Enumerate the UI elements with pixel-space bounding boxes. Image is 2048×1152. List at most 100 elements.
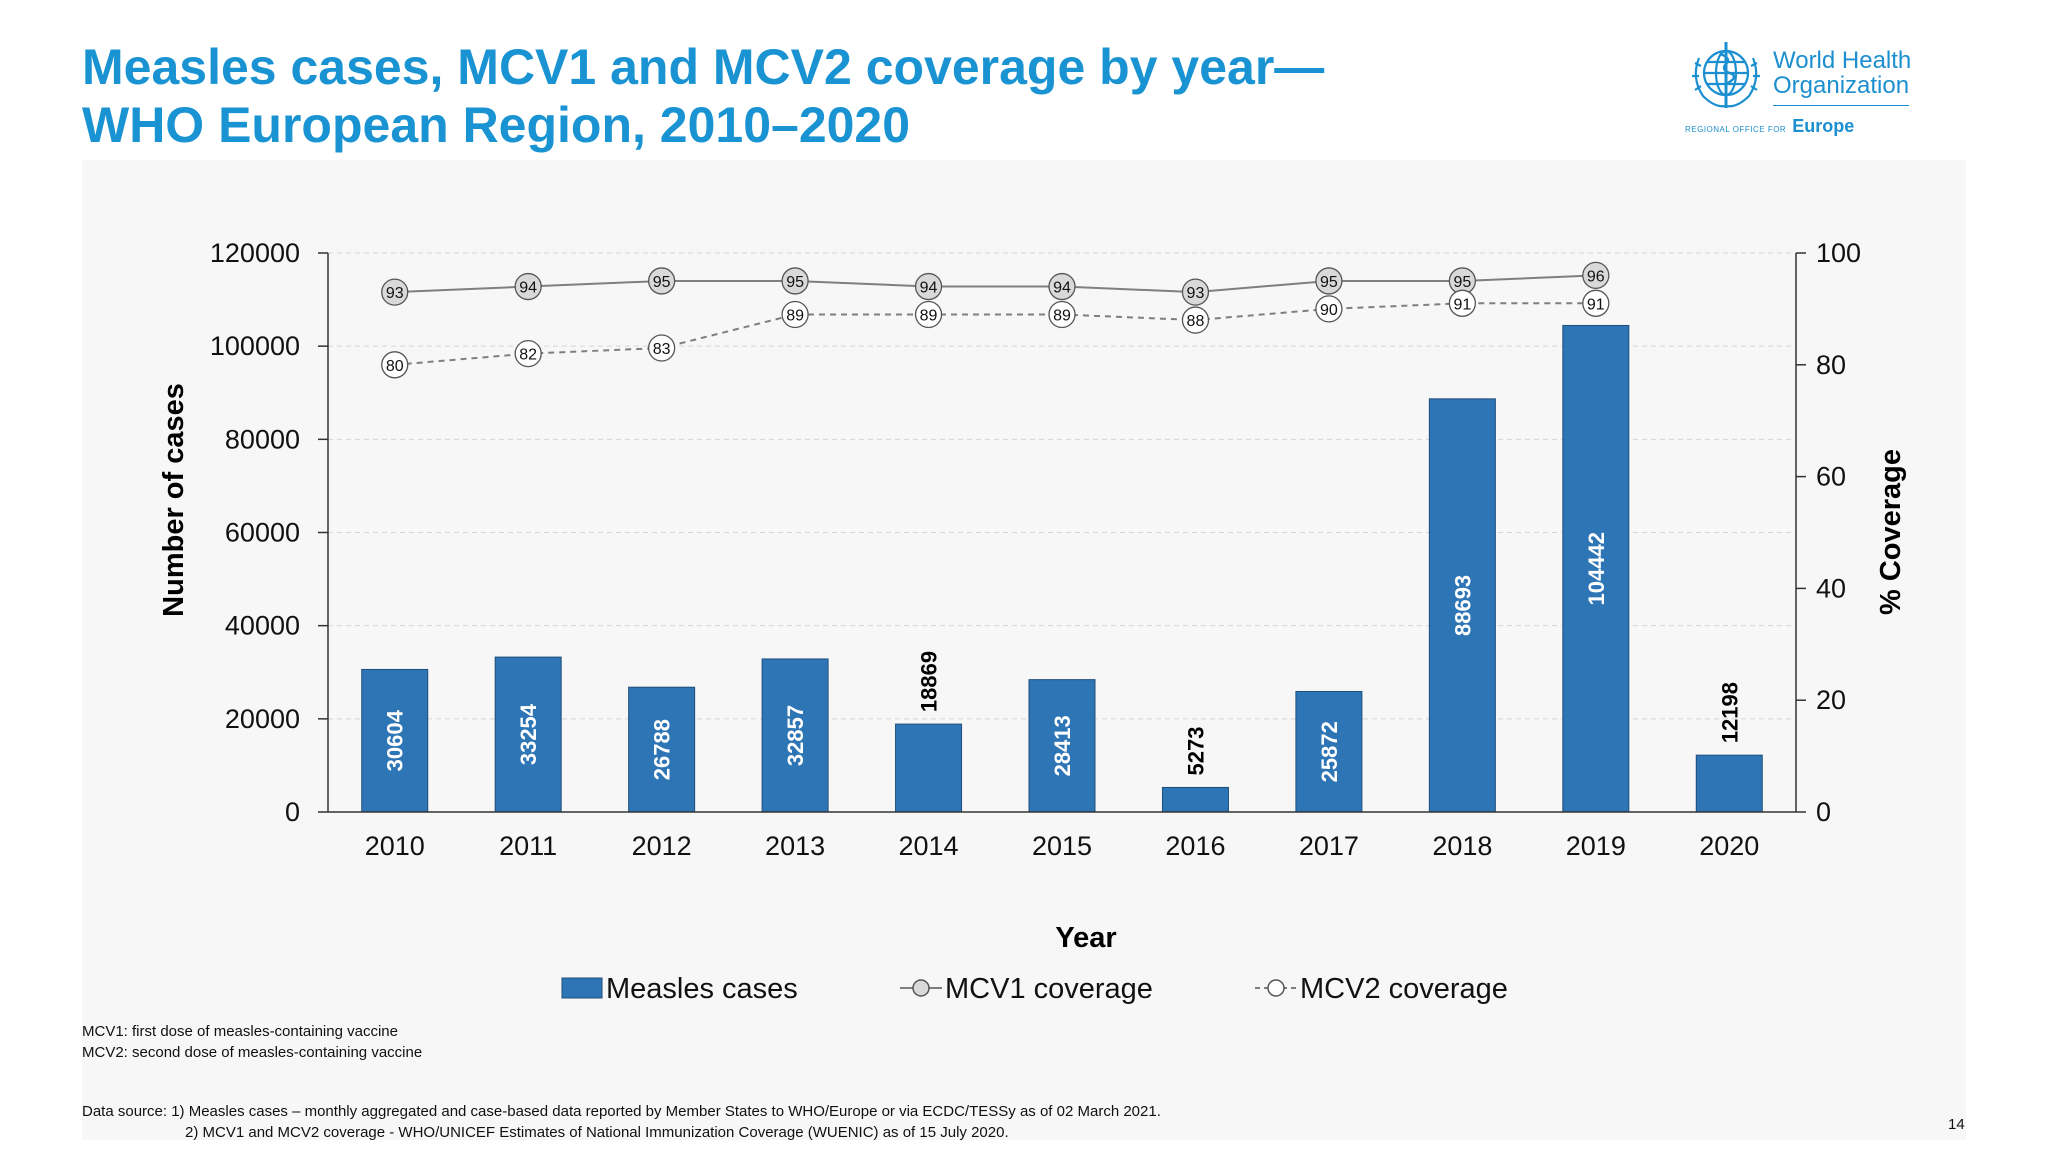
bar-value-label: 26788 <box>650 719 675 780</box>
logo-line-2: Organization <box>1773 72 1910 99</box>
un-emblem-icon <box>1692 42 1760 108</box>
mcv2-point <box>1181 306 1210 334</box>
logo-subtitle: REGIONAL OFFICE FOR Europe <box>1685 116 1854 137</box>
mcv1-point-label: 93 <box>386 285 404 302</box>
mcv1-point <box>1181 278 1210 306</box>
page-number: 14 <box>1948 1116 1965 1133</box>
bar-value-label: 88693 <box>1450 575 1475 636</box>
footnote-mcv1: MCV1: first dose of measles-containing v… <box>82 1023 398 1040</box>
footnote-mcv2: MCV2: second dose of measles-containing … <box>82 1044 423 1061</box>
bar <box>895 723 963 813</box>
mcv2-point <box>1448 289 1477 317</box>
mcv1-point-label: 94 <box>1053 280 1071 297</box>
bar-value-label: 30604 <box>383 709 408 771</box>
mcv1-point-label: 96 <box>1587 268 1605 285</box>
x-tick-label: 2015 <box>1032 831 1092 861</box>
mcv1-point <box>647 267 676 295</box>
mcv2-point <box>647 334 676 362</box>
mcv2-point <box>514 339 542 368</box>
mcv1-line <box>394 274 1596 294</box>
y-tick-label: 40000 <box>225 611 300 641</box>
mcv1-point <box>1582 261 1610 290</box>
mcv2-point <box>1582 289 1610 317</box>
bar <box>1428 398 1496 813</box>
bar-value-label: 33254 <box>516 703 541 765</box>
y-tick-label: 80000 <box>225 424 300 454</box>
mcv1-point-label: 95 <box>1320 274 1338 291</box>
logo-divider <box>1773 105 1909 106</box>
mcv1-point-label: 95 <box>653 274 671 291</box>
x-tick-label: 2016 <box>1165 831 1225 861</box>
x-tick-label: 2017 <box>1299 831 1359 861</box>
bar-value-label: 18869 <box>917 651 942 712</box>
mcv2-point-label: 82 <box>519 347 537 364</box>
x-axis-title: Year <box>1055 922 1116 954</box>
mcv2-point <box>381 351 409 379</box>
y2-axis-title: % Coverage <box>1875 449 1907 615</box>
who-logo: World Health Organization REGIONAL OFFIC… <box>1685 38 1915 148</box>
mcv2-line <box>394 302 1596 366</box>
mcv1-point <box>514 272 542 301</box>
bar <box>1562 324 1630 813</box>
mcv2-point-label: 91 <box>1587 296 1605 313</box>
mcv2-point-label: 88 <box>1187 313 1205 330</box>
axes: 0 20000 40000 60000 80000 100000 120000 0 20 40 60… <box>210 238 1861 861</box>
mcv1-point-label: 94 <box>519 280 537 297</box>
mcv2-point-label: 90 <box>1320 302 1338 319</box>
bar-value-label: 104442 <box>1584 532 1609 605</box>
logo-sub-small: REGIONAL OFFICE FOR <box>1685 125 1787 134</box>
legend-marker-mcv2 <box>1267 979 1285 997</box>
y-tick-label: 120000 <box>210 238 300 268</box>
bar <box>361 668 429 813</box>
logo-sub-big: Europe <box>1792 116 1855 136</box>
bar <box>1295 690 1363 813</box>
title-line-1: Measles cases, MCV1 and MCV2 coverage by… <box>82 39 1325 95</box>
y2-tick-label: 40 <box>1816 573 1846 603</box>
y2-tick-label: 80 <box>1816 350 1846 380</box>
coverage-lines: 93 94 95 95 94 94 93 95 95 96 80 82 83 89 89 89 88 90 91 91 <box>381 261 1610 379</box>
mcv2-point <box>914 300 943 329</box>
bar-value-label: 25872 <box>1317 721 1342 782</box>
legend-label-mcv1: MCV1 coverage <box>945 973 1153 1005</box>
footnote-source-1: Data source: 1) Measles cases – monthly … <box>82 1103 1161 1120</box>
mcv1-point-label: 95 <box>1453 274 1471 291</box>
mcv2-point-label: 80 <box>386 358 404 375</box>
mcv2-point <box>1315 295 1343 323</box>
y-tick-label: 0 <box>285 797 300 827</box>
bar <box>494 656 562 813</box>
bar-value-label: 28413 <box>1050 715 1075 776</box>
bars: 30604 33254 26788 32857 18869 28413 5273 25872 8… <box>361 324 1763 813</box>
x-tick-label: 2020 <box>1699 831 1759 861</box>
bar-value-label: 12198 <box>1717 682 1742 743</box>
footnote-source-2: 2) MCV1 and MCV2 coverage - WHO/UNICEF E… <box>185 1124 1009 1141</box>
y2-tick-label: 100 <box>1816 238 1861 268</box>
y-tick-label: 60000 <box>225 518 300 548</box>
mcv1-point <box>914 272 943 301</box>
mcv2-point-label: 89 <box>1053 307 1071 324</box>
mcv2-point-label: 91 <box>1453 296 1471 313</box>
x-tick-label: 2012 <box>632 831 692 861</box>
bar-value-label: 5273 <box>1183 726 1208 775</box>
x-tick-label: 2010 <box>365 831 425 861</box>
x-tick-label: 2018 <box>1432 831 1492 861</box>
mcv2-point <box>781 300 809 329</box>
y-tick-label: 100000 <box>210 331 300 361</box>
y-axis-title: Number of cases <box>158 383 190 617</box>
bar-value-label: 32857 <box>783 705 808 766</box>
mcv1-point <box>1048 272 1076 301</box>
legend-label-mcv2: MCV2 coverage <box>1300 973 1508 1005</box>
x-tick-label: 2014 <box>899 831 959 861</box>
title-line-2: WHO European Region, 2010–2020 <box>82 97 911 153</box>
mcv2-point-label: 89 <box>920 307 938 324</box>
bar <box>1695 754 1763 813</box>
legend: Measles cases MCV1 coverage MCV2 coverag… <box>561 973 1508 1005</box>
mcv1-point-label: 93 <box>1187 285 1205 302</box>
legend-label-measles-cases: Measles cases <box>606 973 798 1005</box>
bar <box>761 658 829 813</box>
mcv1-point <box>781 267 809 295</box>
mcv2-point-label: 89 <box>786 307 804 324</box>
legend-marker-mcv1 <box>912 979 930 997</box>
page-title: Measles cases, MCV1 and MCV2 coverage by… <box>82 38 1532 154</box>
mcv2-point <box>1048 300 1076 329</box>
